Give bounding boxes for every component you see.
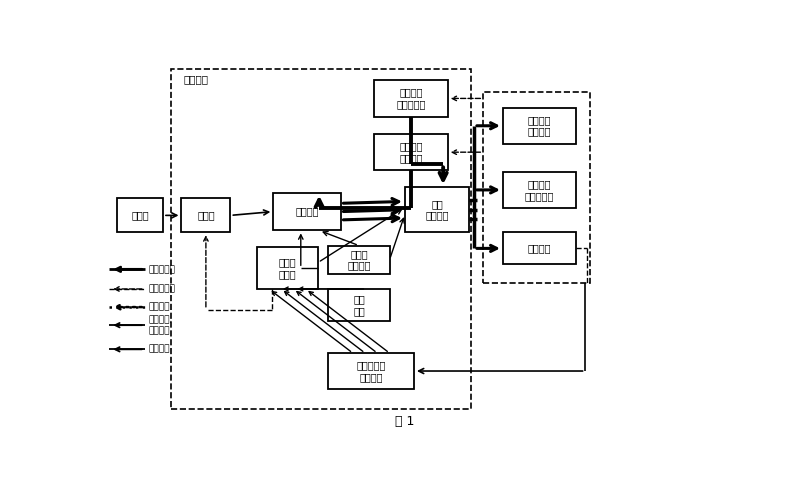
- Text: 控制
位置部件: 控制 位置部件: [425, 199, 449, 221]
- Text: 时间
装置: 时间 装置: [353, 294, 365, 316]
- Bar: [257, 247, 318, 289]
- Bar: [182, 198, 231, 232]
- Text: 机械手的
传动装置: 机械手的 传动装置: [528, 115, 551, 137]
- Text: 操作者: 操作者: [131, 210, 149, 221]
- Text: 机械联系: 机械联系: [149, 345, 171, 354]
- Text: 行走装置
的敏感装置: 行走装置 的敏感装置: [397, 88, 426, 109]
- Text: 生产设备的
敏感装置: 生产设备的 敏感装置: [356, 360, 386, 382]
- Bar: [171, 70, 471, 409]
- Bar: [483, 92, 590, 283]
- Bar: [329, 245, 389, 274]
- Bar: [374, 79, 448, 117]
- Bar: [374, 134, 448, 170]
- Text: 图 1: 图 1: [395, 415, 415, 428]
- Text: 执行标志,
指令信号: 执行标志, 指令信号: [149, 316, 173, 335]
- Text: 再现时联系: 再现时联系: [149, 285, 176, 294]
- Text: 机械手的
敏感装置: 机械手的 敏感装置: [399, 142, 423, 163]
- Text: 控制台: 控制台: [197, 210, 215, 221]
- Text: 行走装置
的传动装置: 行走装置 的传动装置: [525, 179, 555, 201]
- Bar: [117, 198, 163, 232]
- Text: 公共联系: 公共联系: [149, 302, 171, 312]
- Text: 生产设备: 生产设备: [528, 244, 551, 253]
- Text: 示教时联系: 示教时联系: [149, 265, 176, 274]
- Bar: [273, 193, 340, 230]
- Bar: [329, 289, 389, 321]
- Text: 控制转
换部件: 控制转 换部件: [279, 257, 296, 279]
- Bar: [404, 187, 469, 232]
- Text: 控制装置: 控制装置: [183, 74, 209, 84]
- Text: 程序一
时间装置: 程序一 时间装置: [348, 249, 371, 270]
- Text: 存储装置: 存储装置: [295, 207, 318, 217]
- Bar: [503, 108, 577, 144]
- Bar: [329, 353, 414, 389]
- Bar: [503, 172, 577, 208]
- Bar: [503, 232, 577, 265]
